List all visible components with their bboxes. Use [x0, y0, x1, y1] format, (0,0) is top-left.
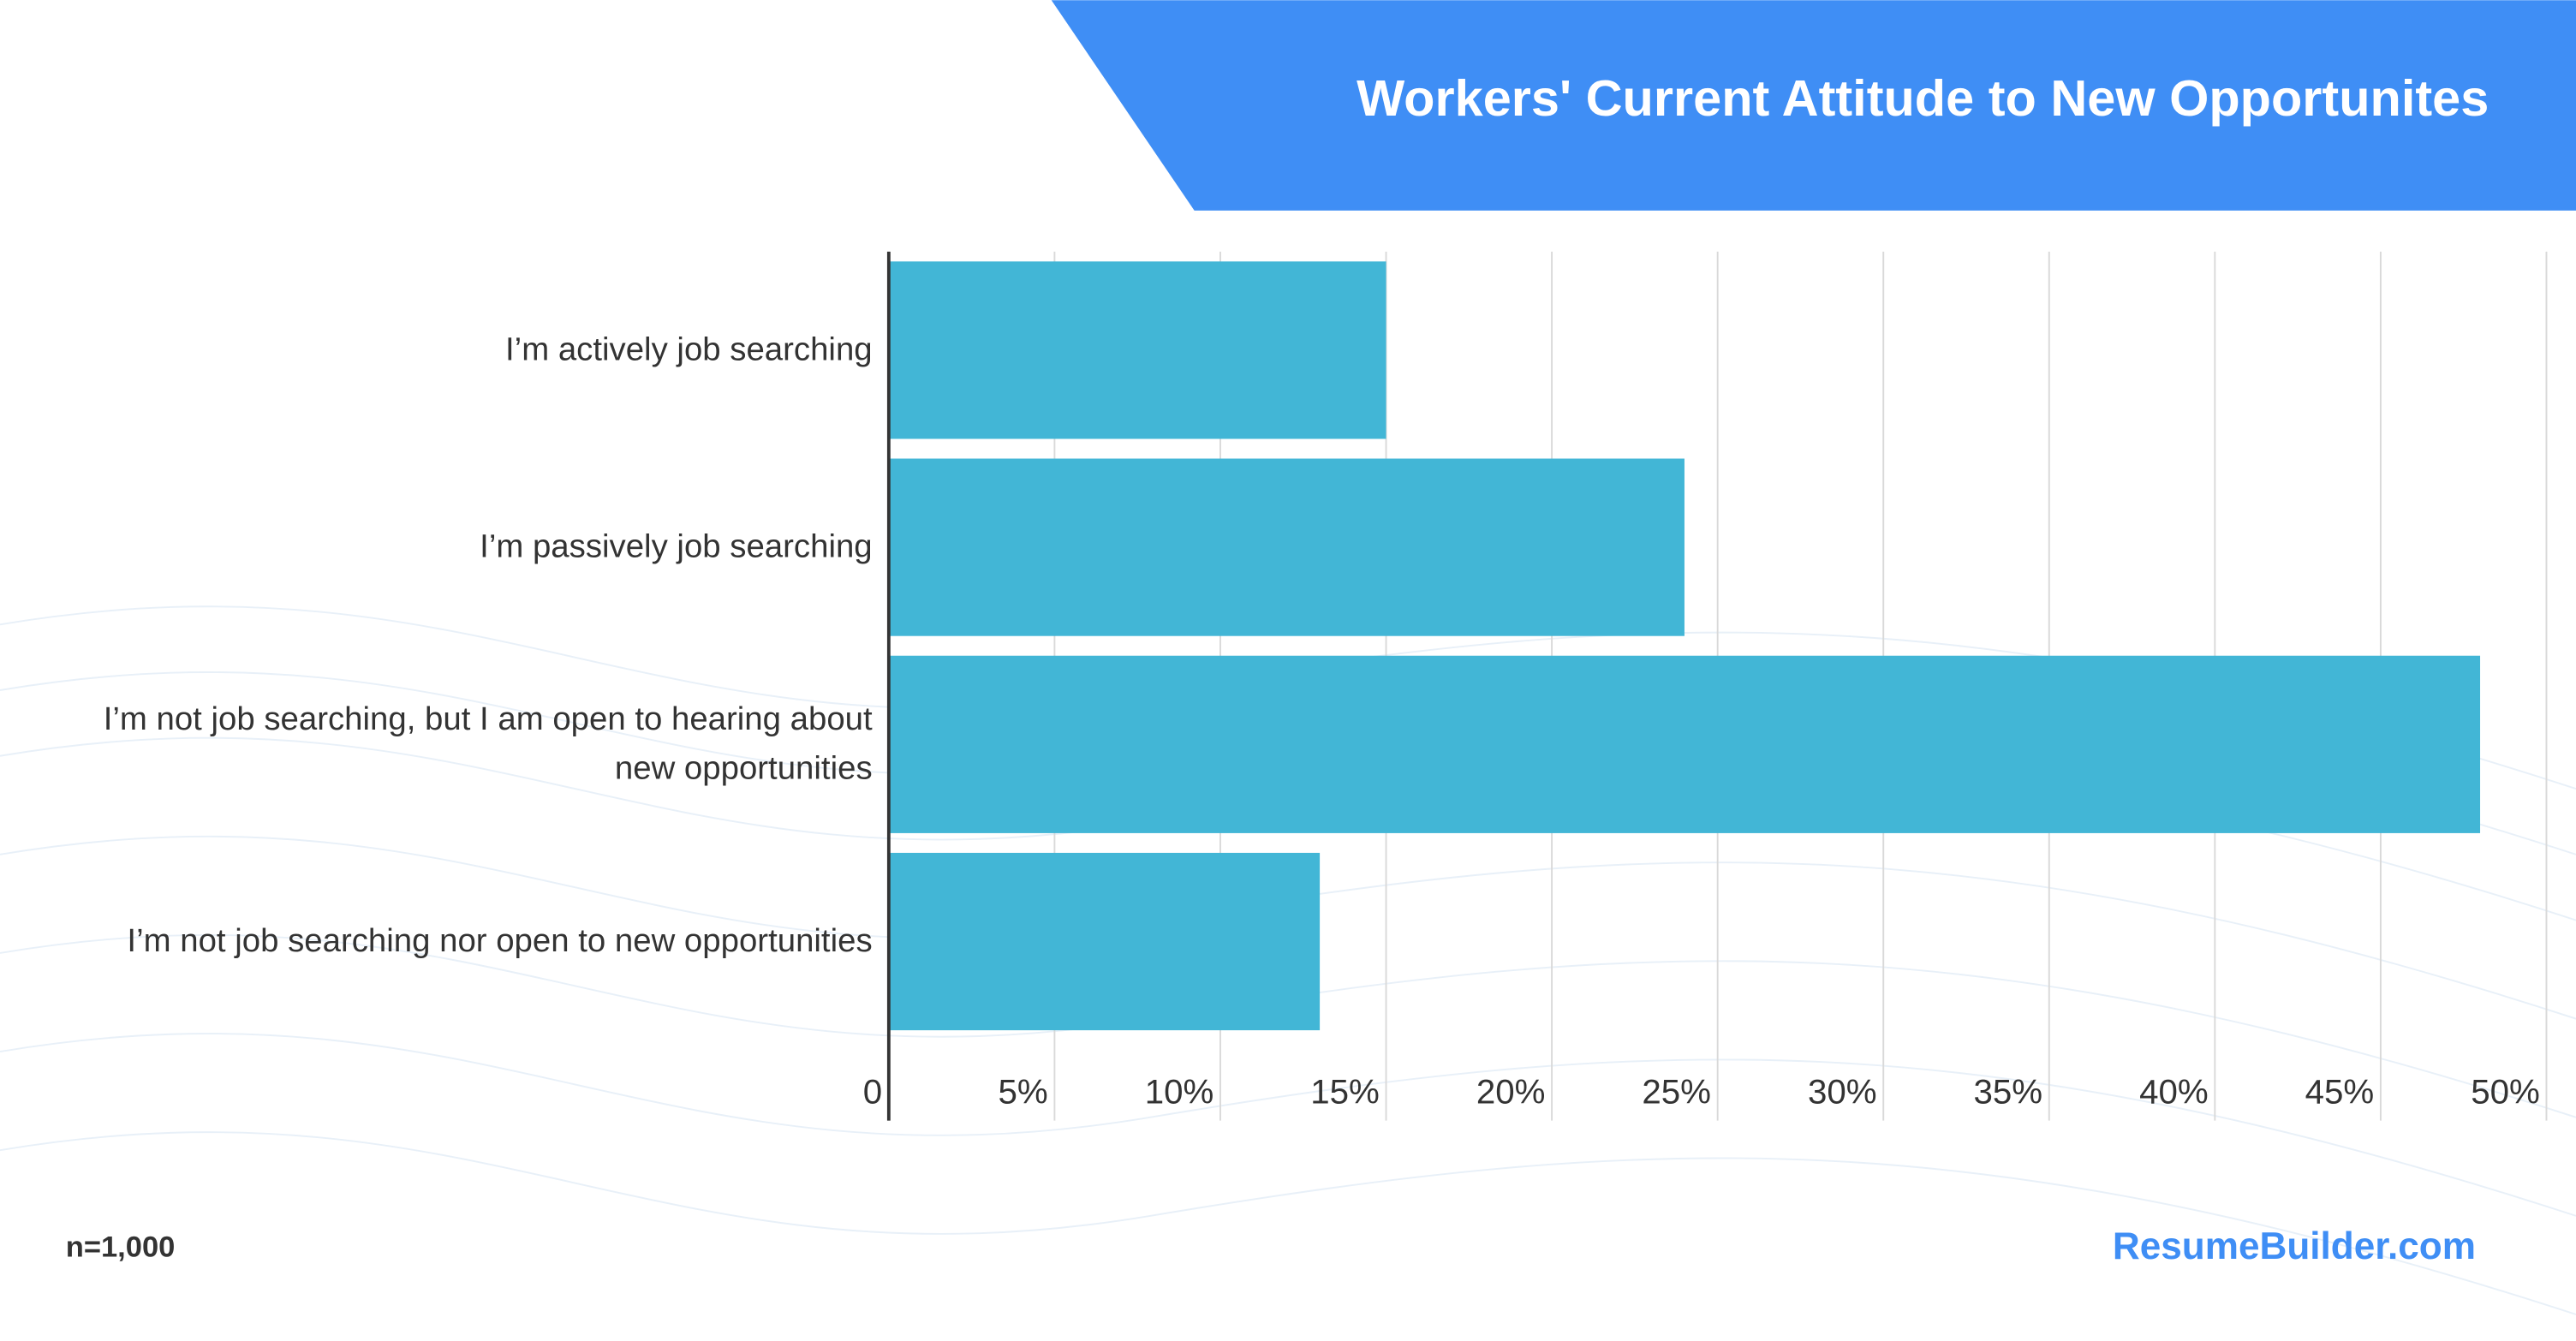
x-tick-label: 20%: [1476, 1073, 1546, 1112]
bar: [888, 655, 2481, 833]
x-tick-label: 15%: [1310, 1073, 1380, 1112]
x-tick-label: 35%: [1974, 1073, 2043, 1112]
x-tick-label: 30%: [1808, 1073, 1877, 1112]
bars: [888, 261, 2481, 1031]
category-label: I’m passively job searching: [480, 529, 873, 566]
bar: [888, 261, 1386, 439]
x-tick-label: 0: [863, 1073, 882, 1112]
category-label: I’m actively job searching: [505, 331, 873, 369]
category-label: I’m not job searching nor open to new op…: [127, 923, 873, 960]
x-tick-label: 50%: [2471, 1073, 2540, 1112]
x-tick-label: 40%: [2139, 1073, 2209, 1112]
x-tick-label: 5%: [999, 1073, 1048, 1112]
x-tick-label: 25%: [1642, 1073, 1711, 1112]
bar: [888, 852, 1321, 1031]
category-label-box: I’m passively job searching: [480, 529, 873, 566]
sample-note: n=1,000: [66, 1231, 176, 1263]
chart-title: Workers' Current Attitude to New Opportu…: [1357, 69, 2489, 127]
title-banner: [1051, 0, 2576, 211]
x-tick-label: 45%: [2305, 1073, 2375, 1112]
category-label-box: I’m not job searching nor open to new op…: [127, 923, 873, 960]
grid: 0 5% 10% 15% 20% 25% 30% 35% 40% 45% 50%: [863, 251, 2548, 1121]
category-label-box: I’m actively job searching: [505, 331, 873, 369]
category-label: I’m not job searching, but I am open to …: [103, 701, 873, 788]
category-label-box: I’m not job searching, but I am open to …: [103, 701, 873, 788]
x-tick-label: 10%: [1145, 1073, 1214, 1112]
source: ResumeBuilder.com: [2113, 1225, 2476, 1267]
bar: [888, 458, 1685, 636]
